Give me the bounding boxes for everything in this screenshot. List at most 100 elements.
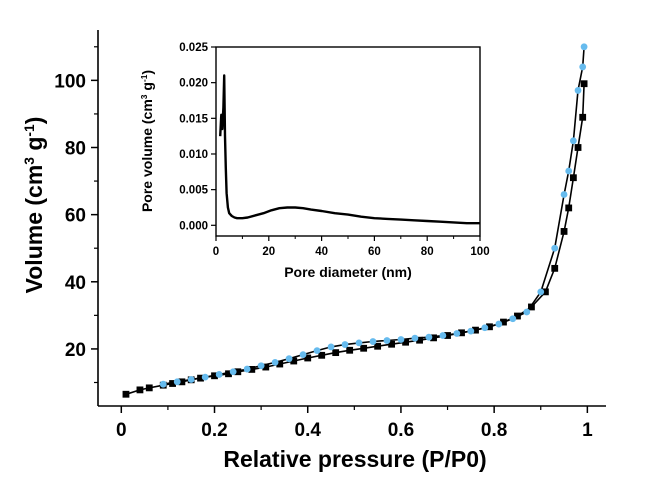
inset-x-tick-label: 60	[368, 246, 381, 258]
main-series-2-point	[467, 327, 475, 335]
main-series-2-point	[411, 334, 419, 342]
main-series-2-point	[537, 288, 545, 296]
main-series-1-point	[360, 344, 368, 352]
main-y-tick-label: 20	[65, 340, 86, 361]
inset-y-tick-label: 0.020	[179, 78, 208, 90]
inset-y-tick-label: 0.025	[179, 42, 208, 54]
main-series-1-point	[332, 349, 340, 357]
main-x-tick-label: 0.4	[295, 420, 322, 441]
main-x-tick-label: 0.6	[388, 420, 414, 441]
main-series-2-point	[579, 63, 587, 71]
main-series-2-point	[551, 244, 559, 252]
main-y-tick-label: 60	[65, 206, 86, 227]
main-series-2-point	[569, 137, 577, 145]
main-series-2-point	[173, 378, 181, 386]
main-y-axis-title: Volume (cm3 g-1)	[21, 117, 47, 294]
main-y-tick-label: 100	[54, 71, 86, 92]
main-series-1-point	[234, 368, 242, 376]
main-series-1-point	[402, 338, 409, 346]
main-series-1-point	[542, 288, 549, 296]
main-series-2-point	[509, 315, 517, 323]
main-series-1-point	[145, 384, 153, 392]
main-series-1-point	[579, 113, 587, 121]
main-series-2-point	[397, 336, 405, 343]
main-series-2-point	[383, 337, 391, 344]
main-series-1-point	[225, 370, 232, 378]
main-x-tick-label: 0	[116, 420, 127, 441]
inset-y-tick-label: 0.010	[179, 149, 208, 161]
inset-x-tick-label: 80	[421, 246, 434, 258]
main-series-1-point	[136, 386, 144, 394]
main-x-tick-label: 0.8	[481, 420, 507, 441]
main-series-1-point	[122, 390, 130, 398]
main-series-1-point	[574, 144, 582, 151]
main-series-2-point	[313, 347, 321, 355]
inset-x-axis-title: Pore diameter (nm)	[284, 264, 412, 280]
inset-y-tick-label: 0.015	[179, 113, 208, 125]
main-series-2-point	[523, 308, 531, 316]
main-series-2-point	[574, 87, 582, 94]
main-series-1-point	[248, 366, 256, 373]
inset-x-tick-label: 100	[470, 246, 489, 258]
main-series-1-point	[416, 336, 423, 344]
main-series-1-point	[569, 174, 577, 182]
main-series-2-point	[271, 358, 279, 366]
inset-series-1-line	[219, 74, 480, 225]
main-series-1-point	[374, 342, 382, 350]
main-series-1-point	[430, 334, 437, 342]
main-series-1-point	[276, 360, 284, 368]
main-y-tick-label: 40	[65, 273, 86, 294]
main-series-2-point	[299, 351, 307, 359]
main-series-2-point	[285, 355, 293, 363]
main-series-2-point	[243, 365, 251, 373]
main-series-2-point	[560, 191, 568, 198]
main-series-2-point	[453, 330, 461, 337]
main-series-2-point	[580, 43, 588, 51]
main-series-1-point	[169, 380, 176, 387]
main-series-1-point	[346, 346, 354, 354]
main-x-axis-title: Relative pressure (P/P0)	[223, 446, 486, 472]
inset-y-axis-title: Pore volume (cm3 g-1)	[139, 70, 155, 212]
main-series-2-point	[481, 324, 489, 332]
main-series-2-point	[327, 343, 335, 351]
main-series-2-point	[369, 338, 377, 345]
main-series-2-point	[495, 320, 503, 328]
inset-chart: 0 20 40 60 80 100 0.000 0.005 0.010 0.015 0.020 0.0…	[139, 42, 490, 280]
main-ticks: 0 0.2 0.4 0.6 0.8 1 20 40 60 80 100	[54, 46, 593, 441]
inset-ticks: 0 20 40 60 80 100 0.000 0.005 0.010 0.015 0.020 0.0…	[179, 42, 489, 258]
main-series-1-point	[565, 204, 573, 212]
main-series-2-point	[439, 332, 447, 339]
main-series-2-point	[187, 376, 195, 383]
main-series-1-point	[580, 80, 588, 88]
inset-y-tick-label: 0.000	[179, 220, 208, 232]
inset-series-layer	[219, 74, 480, 225]
main-series-2-point	[565, 167, 573, 175]
main-series-2-point	[355, 339, 363, 347]
main-series-1-point	[262, 363, 270, 371]
main-series-1-point	[304, 354, 312, 362]
main-series-1-point	[388, 340, 396, 348]
main-series-1-point	[560, 228, 568, 235]
main-series-1-point	[551, 264, 559, 272]
main-series-2-point	[159, 380, 167, 388]
inset-y-tick-label: 0.005	[179, 185, 208, 197]
main-series-2-point	[215, 371, 223, 378]
main-series-2-point	[229, 368, 237, 376]
main-y-tick-label: 80	[65, 139, 86, 160]
main-series-2-point	[425, 333, 433, 341]
main-series-1-point	[290, 357, 298, 365]
main-x-tick-label: 0.2	[201, 420, 227, 441]
main-series-2-point	[201, 373, 209, 381]
inset-x-tick-label: 0	[213, 246, 219, 258]
main-series-1-point	[318, 351, 326, 359]
main-x-tick-label: 1	[582, 420, 593, 441]
inset-x-tick-label: 40	[315, 246, 328, 258]
main-series-2-point	[341, 341, 349, 348]
main-series-1-point	[528, 303, 535, 311]
main-series-layer	[122, 43, 588, 398]
main-series-2-point	[257, 362, 265, 370]
main-chart: 0 0.2 0.4 0.6 0.8 1 20 40 60 80 100 Relative press…	[21, 30, 606, 472]
inset-x-tick-label: 20	[262, 246, 275, 258]
inset-frame	[215, 46, 481, 237]
